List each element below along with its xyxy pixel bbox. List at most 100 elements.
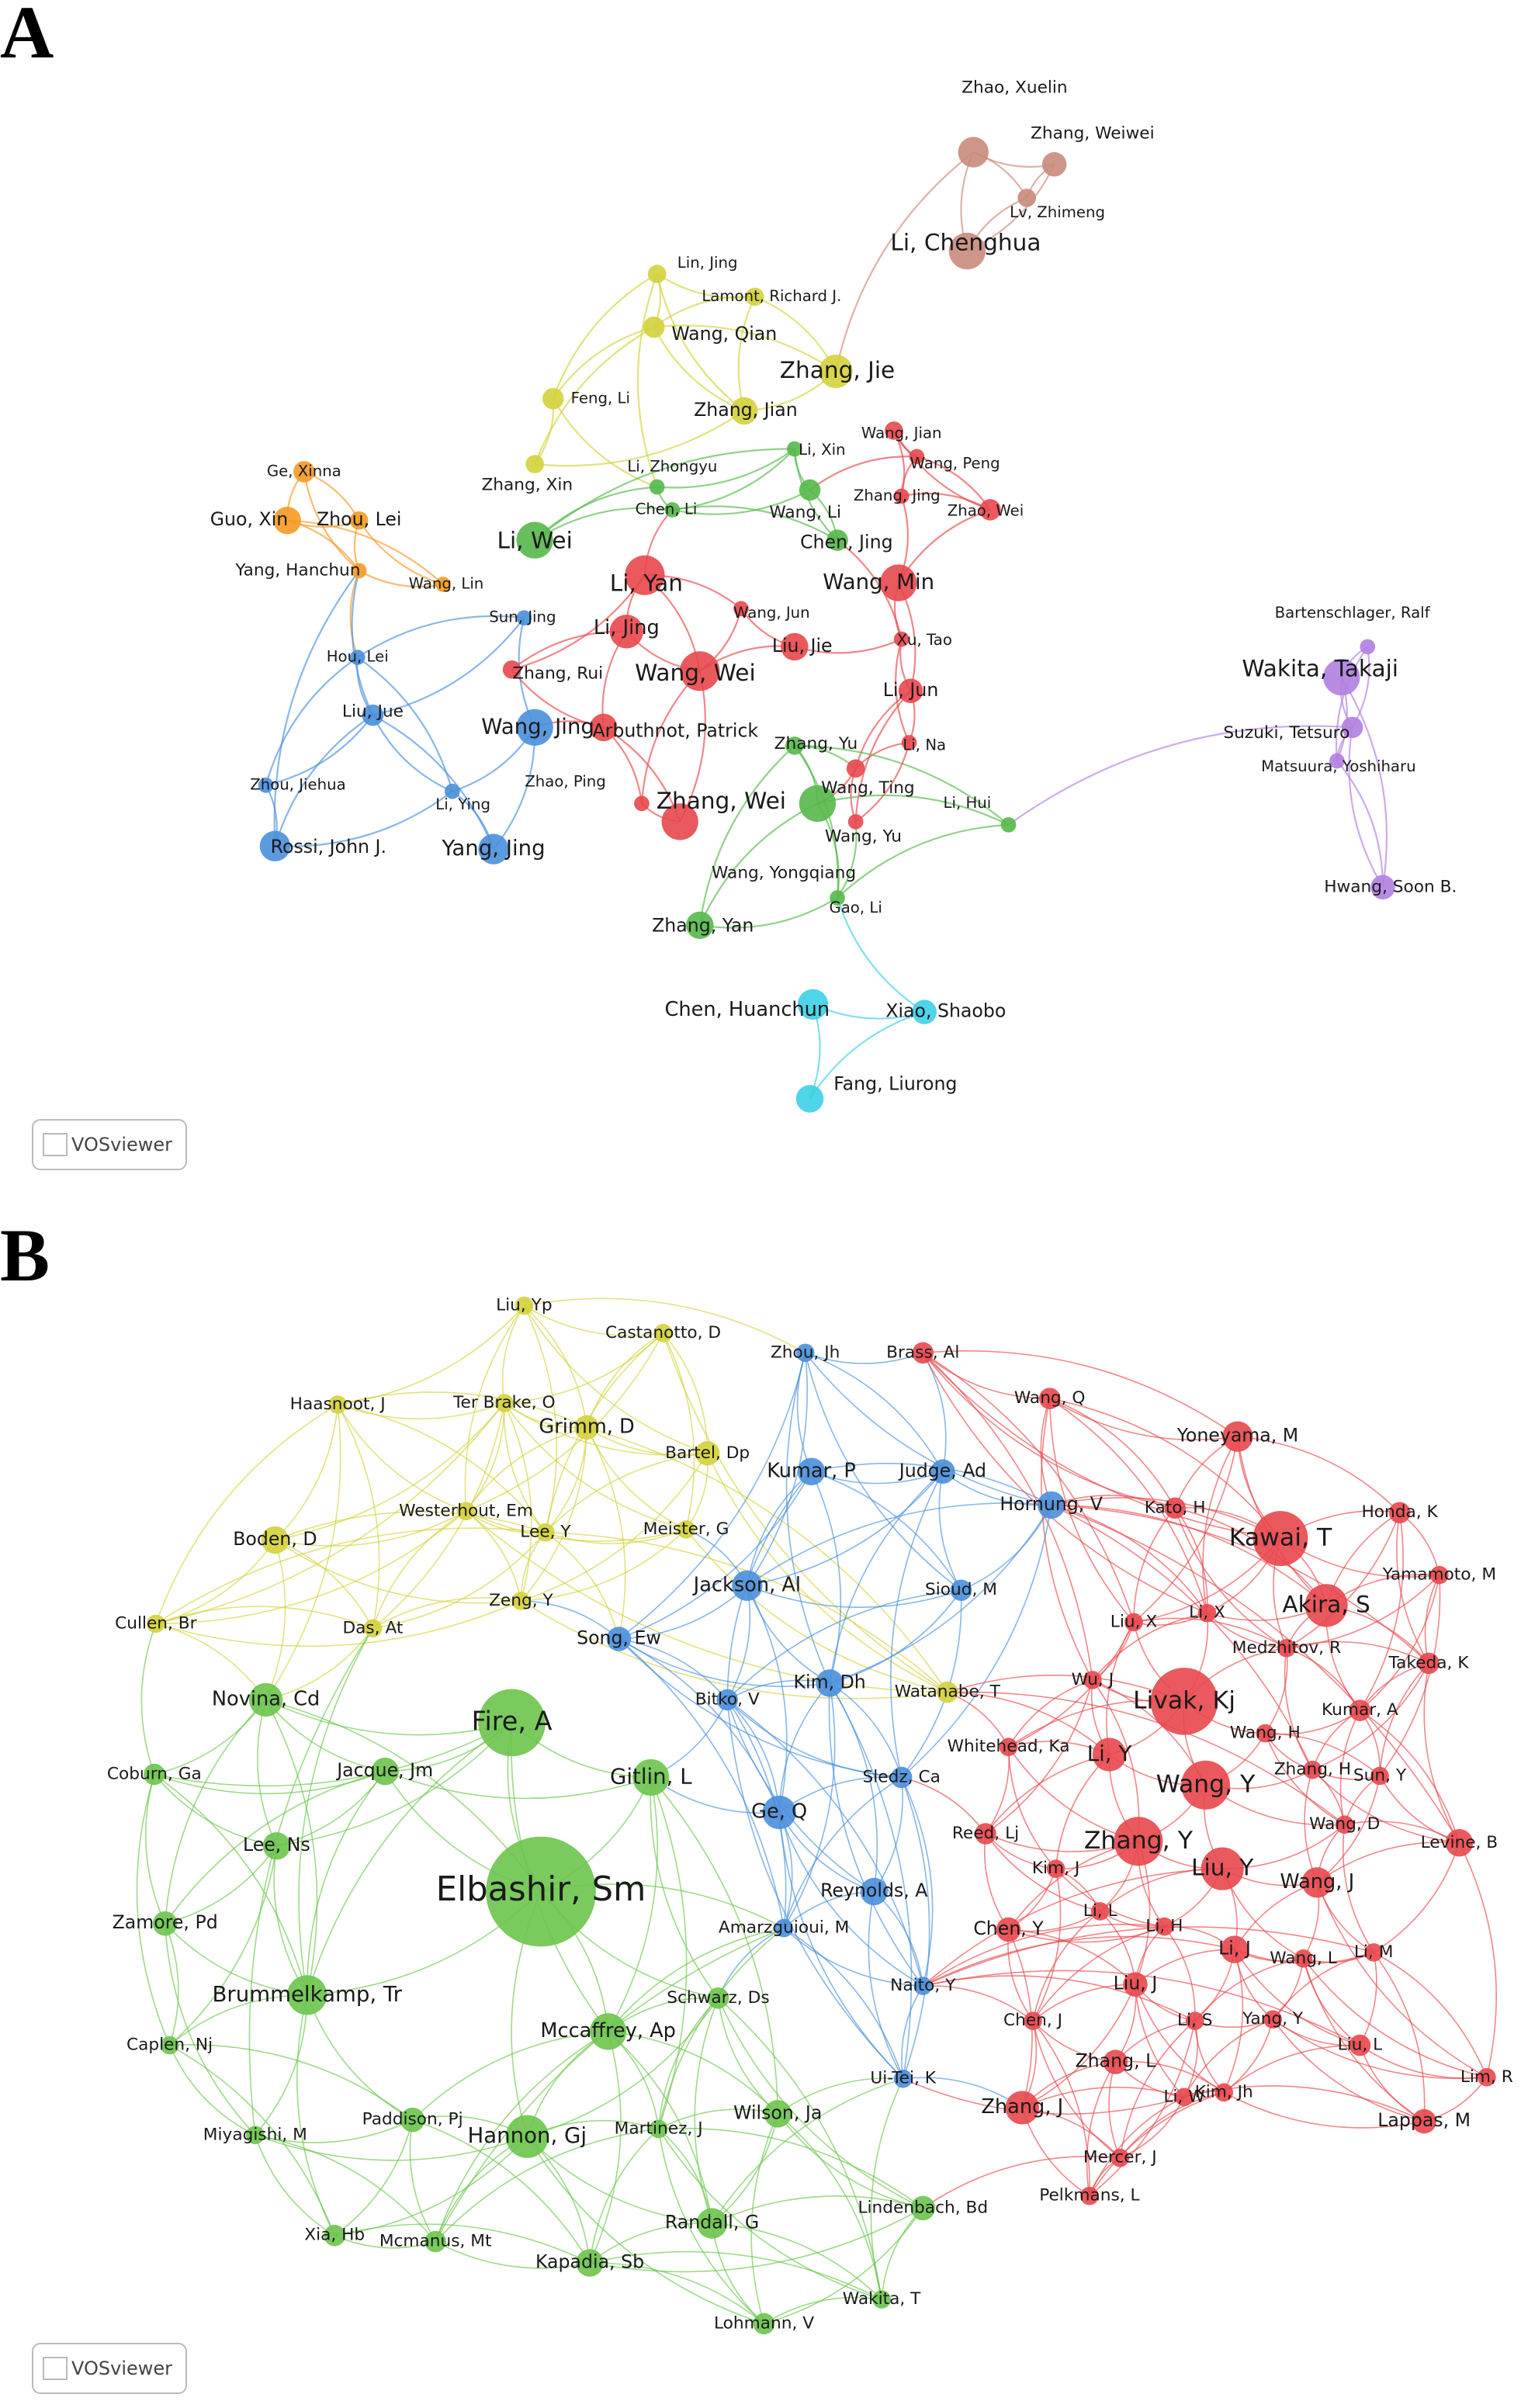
node [1017, 189, 1036, 207]
node-label: Cullen, Br [115, 1613, 197, 1633]
node-label: Liu, L [1338, 2036, 1383, 2055]
edge [1373, 1952, 1488, 2078]
edge [653, 324, 837, 372]
edge [359, 570, 444, 588]
edge [545, 1452, 708, 1533]
nodes [144, 1296, 1496, 2335]
edge [435, 1927, 785, 2242]
edge [608, 2031, 713, 2224]
edge [657, 2129, 882, 2300]
node [1123, 1972, 1148, 1997]
edge [1340, 677, 1388, 888]
node-label: Li, Ying [435, 795, 490, 813]
node-label: Rossi, John J. [271, 836, 386, 858]
edge [618, 1585, 748, 1640]
node-label: Fire, A [472, 1706, 553, 1736]
edge [854, 690, 912, 769]
node [1197, 1603, 1217, 1623]
node [1335, 1815, 1354, 1835]
node-label: Gitlin, L [610, 1763, 692, 1789]
edge [1223, 2019, 1273, 2094]
node [762, 1795, 796, 1830]
edge [1032, 1925, 1165, 2022]
edge [1007, 1679, 1093, 1748]
edge [466, 1510, 948, 1693]
node-label: Kim, J [1032, 1859, 1079, 1878]
edge [1272, 2018, 1487, 2080]
node-label: Li, Jing [594, 616, 660, 639]
edge [706, 1453, 948, 1693]
edge [511, 574, 646, 670]
edge [1049, 1398, 1176, 1509]
edge [923, 1970, 1360, 2046]
node-label: Zhang, Xin [481, 476, 573, 495]
node [371, 1757, 399, 1786]
node-label: Xia, Hb [304, 2226, 365, 2245]
edge [274, 1404, 338, 1541]
edge [503, 1403, 546, 1533]
node [1041, 152, 1067, 177]
node-label: Martinez, J [615, 2119, 703, 2138]
node-label: Li, Na [903, 736, 946, 754]
node [634, 795, 650, 812]
node-label: Li, Hui [944, 794, 992, 812]
edge [1119, 2020, 1196, 2158]
node-label: Amarzguioui, M [719, 1918, 849, 1938]
node [860, 1877, 888, 1906]
edge [1032, 1984, 1135, 2022]
node-label: Kapadia, Sb [535, 2251, 644, 2273]
edge [901, 1776, 986, 1835]
node-label: Li, H [1145, 1917, 1183, 1936]
edge [155, 1404, 338, 1624]
edge [501, 1305, 525, 1404]
edge [1311, 1769, 1460, 1844]
node-label: Jacque, Jm [335, 1759, 433, 1781]
edge [698, 802, 818, 926]
node-label: Livak, Kj [1133, 1686, 1235, 1714]
node-label: Wang, Y [1156, 1770, 1256, 1798]
edge [435, 2031, 609, 2242]
edge [672, 505, 838, 542]
node-label: Ge, Q [751, 1800, 807, 1824]
node [1221, 1935, 1249, 1963]
edge [265, 1699, 318, 1996]
node [525, 455, 544, 473]
edge [662, 1332, 948, 1693]
node-label: Xu, Tao [897, 631, 952, 649]
node-label: Li, Zhongyu [627, 458, 717, 476]
edge [586, 1426, 948, 1693]
node [262, 1831, 291, 1860]
node-label: Wang, Min [823, 569, 934, 594]
edge [338, 1305, 525, 1405]
edge [1007, 1747, 1057, 1869]
node [795, 1085, 824, 1113]
edge [1194, 1958, 1304, 2022]
edge [834, 151, 974, 372]
edge [504, 1402, 708, 1456]
edge [144, 1774, 166, 1925]
node-label: Zhang, Yu [774, 734, 858, 754]
edge [985, 1747, 1010, 1835]
edge [922, 1352, 1176, 1509]
node-label: Zhao, Ping [525, 772, 605, 790]
edge [523, 1305, 708, 1454]
node [505, 2115, 549, 2158]
node [632, 1758, 670, 1796]
edge [778, 1812, 923, 1987]
node [1349, 1699, 1371, 1721]
node-label: Westerhout, Em [399, 1501, 533, 1520]
edge [608, 2031, 778, 2115]
node [1150, 1668, 1218, 1735]
node-label: Arbuthnot, Patrick [592, 720, 758, 742]
node-label: Medzhitov, R [1232, 1638, 1341, 1658]
edge [255, 2134, 436, 2243]
edge [466, 1332, 664, 1512]
edge [1316, 1842, 1460, 1883]
edge [658, 2108, 778, 2130]
edge [351, 570, 374, 716]
node-label: Novina, Cd [212, 1687, 320, 1710]
node [730, 397, 758, 425]
edge [726, 1699, 924, 1987]
node-label: Wang, Lin [409, 575, 484, 593]
